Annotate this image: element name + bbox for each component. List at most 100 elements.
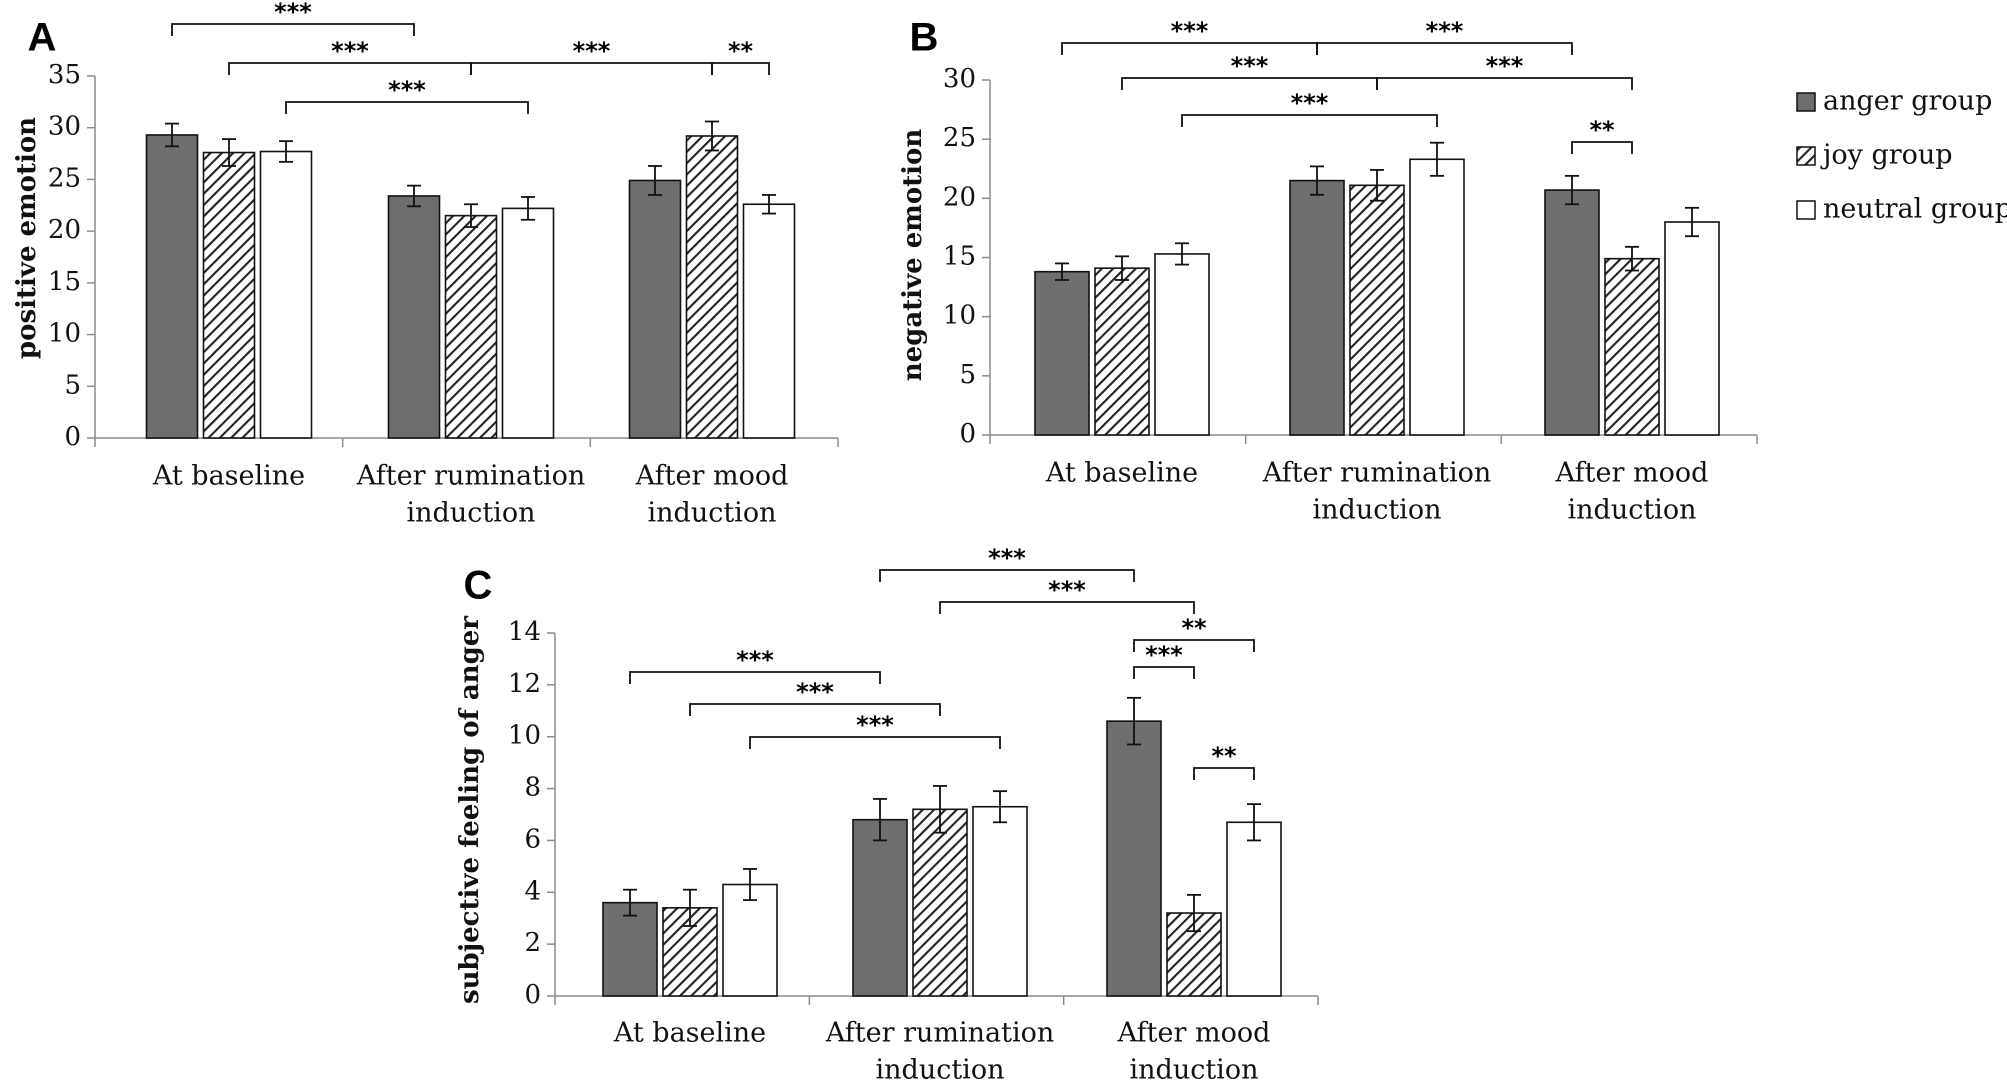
bar	[742, 203, 796, 439]
y-tick-label: 25	[48, 163, 81, 193]
y-tick-label: 12	[508, 669, 541, 699]
category-label: induction	[876, 1055, 1005, 1086]
significance-label: ***	[1426, 17, 1464, 45]
legend-label: neutral group	[1823, 194, 2007, 225]
significance-label: ***	[274, 0, 312, 26]
y-tick-label: 10	[943, 301, 976, 331]
bar	[501, 207, 555, 439]
y-tick-label: 5	[959, 360, 976, 390]
significance-label: ***	[1048, 576, 1086, 604]
significance-bracket	[1133, 666, 1195, 679]
significance-label: ***	[1486, 52, 1524, 80]
y-tick-label: 10	[48, 319, 81, 349]
y-tick-label: 4	[524, 876, 541, 906]
significance-bracket	[629, 671, 881, 684]
y-tick-label: 15	[48, 267, 81, 297]
bar	[145, 134, 199, 439]
significance-label: ***	[1291, 89, 1329, 117]
significance-label: ***	[796, 678, 834, 706]
bar	[1544, 189, 1600, 436]
legend-swatch	[1796, 146, 1816, 166]
significance-label: ***	[388, 76, 426, 104]
significance-bracket	[1193, 767, 1255, 780]
category-label: After rumination	[356, 461, 586, 492]
significance-label: ***	[856, 711, 894, 739]
bar	[1094, 267, 1150, 436]
bar	[628, 179, 682, 439]
legend-swatch	[1796, 92, 1816, 112]
bar	[912, 808, 968, 997]
bar	[972, 805, 1028, 997]
bar	[852, 818, 908, 997]
bar	[387, 195, 441, 439]
legend-label: joy group	[1820, 140, 1953, 171]
y-axis-label: positive emotion	[12, 117, 42, 359]
bar	[444, 214, 498, 439]
y-tick-label: 0	[64, 422, 81, 452]
bar	[602, 901, 658, 997]
significance-label: ***	[573, 37, 611, 65]
significance-label: **	[728, 37, 754, 65]
significance-bracket	[1571, 141, 1633, 154]
category-label: induction	[1568, 495, 1697, 526]
significance-label: **	[1181, 614, 1207, 642]
bar	[1349, 184, 1405, 436]
y-tick-label: 8	[524, 773, 541, 803]
significance-label: ***	[736, 646, 774, 674]
y-tick-label: 20	[943, 182, 976, 212]
panel-label: B	[910, 16, 939, 60]
category-label: After mood	[1117, 1018, 1271, 1049]
significance-label: **	[1211, 742, 1237, 770]
significance-label: ***	[1171, 17, 1209, 45]
y-tick-label: 2	[524, 928, 541, 958]
bar	[1034, 270, 1090, 436]
significance-label: **	[1589, 116, 1615, 144]
category-label: After mood	[1555, 458, 1709, 489]
y-tick-label: 14	[508, 617, 541, 647]
y-tick-label: 15	[943, 242, 976, 272]
significance-bracket	[1133, 639, 1255, 652]
category-label: At baseline	[613, 1018, 766, 1049]
bar	[1409, 158, 1465, 436]
significance-label: ***	[988, 544, 1026, 572]
y-tick-label: 0	[524, 980, 541, 1010]
category-label: At baseline	[152, 461, 305, 492]
bar	[1604, 257, 1660, 436]
significance-label: ***	[331, 37, 369, 65]
bar	[1664, 221, 1720, 436]
bar	[259, 150, 313, 439]
significance-bracket	[749, 736, 1001, 749]
bar	[685, 135, 739, 439]
significance-bracket	[1376, 77, 1633, 90]
y-axis-label: subjective feeling of anger	[455, 616, 485, 1004]
bar	[1289, 179, 1345, 436]
category-label: At baseline	[1045, 458, 1198, 489]
y-tick-label: 30	[943, 64, 976, 94]
significance-bracket	[879, 569, 1135, 582]
significance-bracket	[1316, 42, 1573, 55]
significance-label: ***	[1145, 641, 1183, 669]
category-label: After rumination	[825, 1018, 1055, 1049]
significance-bracket	[285, 101, 529, 114]
y-tick-label: 25	[943, 123, 976, 153]
legend-swatch	[1796, 200, 1816, 220]
panel-c: C 0 2 4 6 8 10 12 14 subjective feeling of anger A…	[455, 544, 1319, 1086]
y-tick-label: 10	[508, 721, 541, 751]
significance-bracket	[711, 62, 770, 75]
category-label: induction	[1313, 495, 1442, 526]
y-tick-label: 6	[524, 824, 541, 854]
y-tick-label: 5	[64, 370, 81, 400]
panel-label: A	[28, 16, 57, 60]
bar	[202, 151, 256, 439]
y-tick-label: 30	[48, 112, 81, 142]
y-tick-label: 35	[48, 60, 81, 90]
y-tick-label: 0	[959, 419, 976, 449]
significance-bracket	[171, 23, 415, 36]
significance-bracket	[939, 601, 1195, 614]
category-label: After rumination	[1262, 458, 1492, 489]
legend: anger group joy group neutral group	[1796, 86, 2007, 225]
panel-label: C	[464, 564, 493, 608]
